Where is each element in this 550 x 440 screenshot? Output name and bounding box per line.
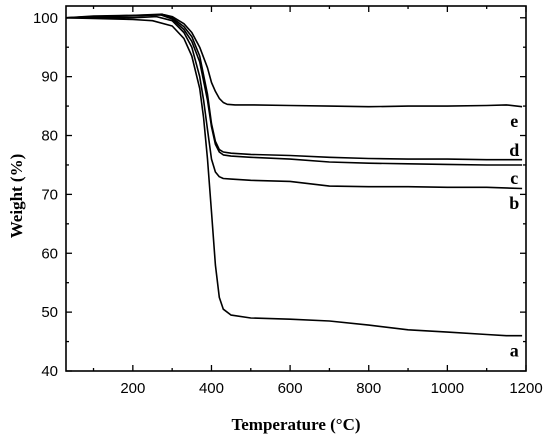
x-tick-label: 600 xyxy=(278,380,303,397)
y-tick-label: 70 xyxy=(41,186,58,203)
series-line-b xyxy=(66,15,523,190)
series-line-c xyxy=(65,14,523,166)
series-line-e xyxy=(65,14,523,108)
series-label-b: b xyxy=(509,193,519,213)
series-label-c: c xyxy=(510,168,518,188)
y-tick-label: 80 xyxy=(41,128,58,145)
x-tick-label: 1000 xyxy=(431,380,464,397)
x-tick-label: 1200 xyxy=(509,380,542,397)
plot-frame xyxy=(65,5,527,372)
series-line-a xyxy=(65,17,523,337)
series-lines xyxy=(65,13,523,337)
y-tick-label: 40 xyxy=(41,363,58,380)
y-tick-label: 100 xyxy=(33,10,58,27)
x-tick-label: 200 xyxy=(120,380,145,397)
axes xyxy=(65,5,527,372)
y-axis-title: Weight (%) xyxy=(7,154,26,239)
series-label-d: d xyxy=(509,140,519,160)
y-tick-label: 90 xyxy=(41,69,58,86)
series-label-e: e xyxy=(510,111,518,131)
ticks: 200 400 600 800 1000 1200 40 50 60 70 80 90 100 xyxy=(33,6,543,397)
series-line-d xyxy=(65,13,523,161)
x-axis-title: Temperature (°C) xyxy=(231,415,360,434)
series-label-a: a xyxy=(510,340,519,360)
y-tick-label: 50 xyxy=(41,304,58,321)
y-tick-label: 60 xyxy=(41,245,58,262)
x-tick-label: 800 xyxy=(356,380,381,397)
x-tick-label: 400 xyxy=(199,380,224,397)
